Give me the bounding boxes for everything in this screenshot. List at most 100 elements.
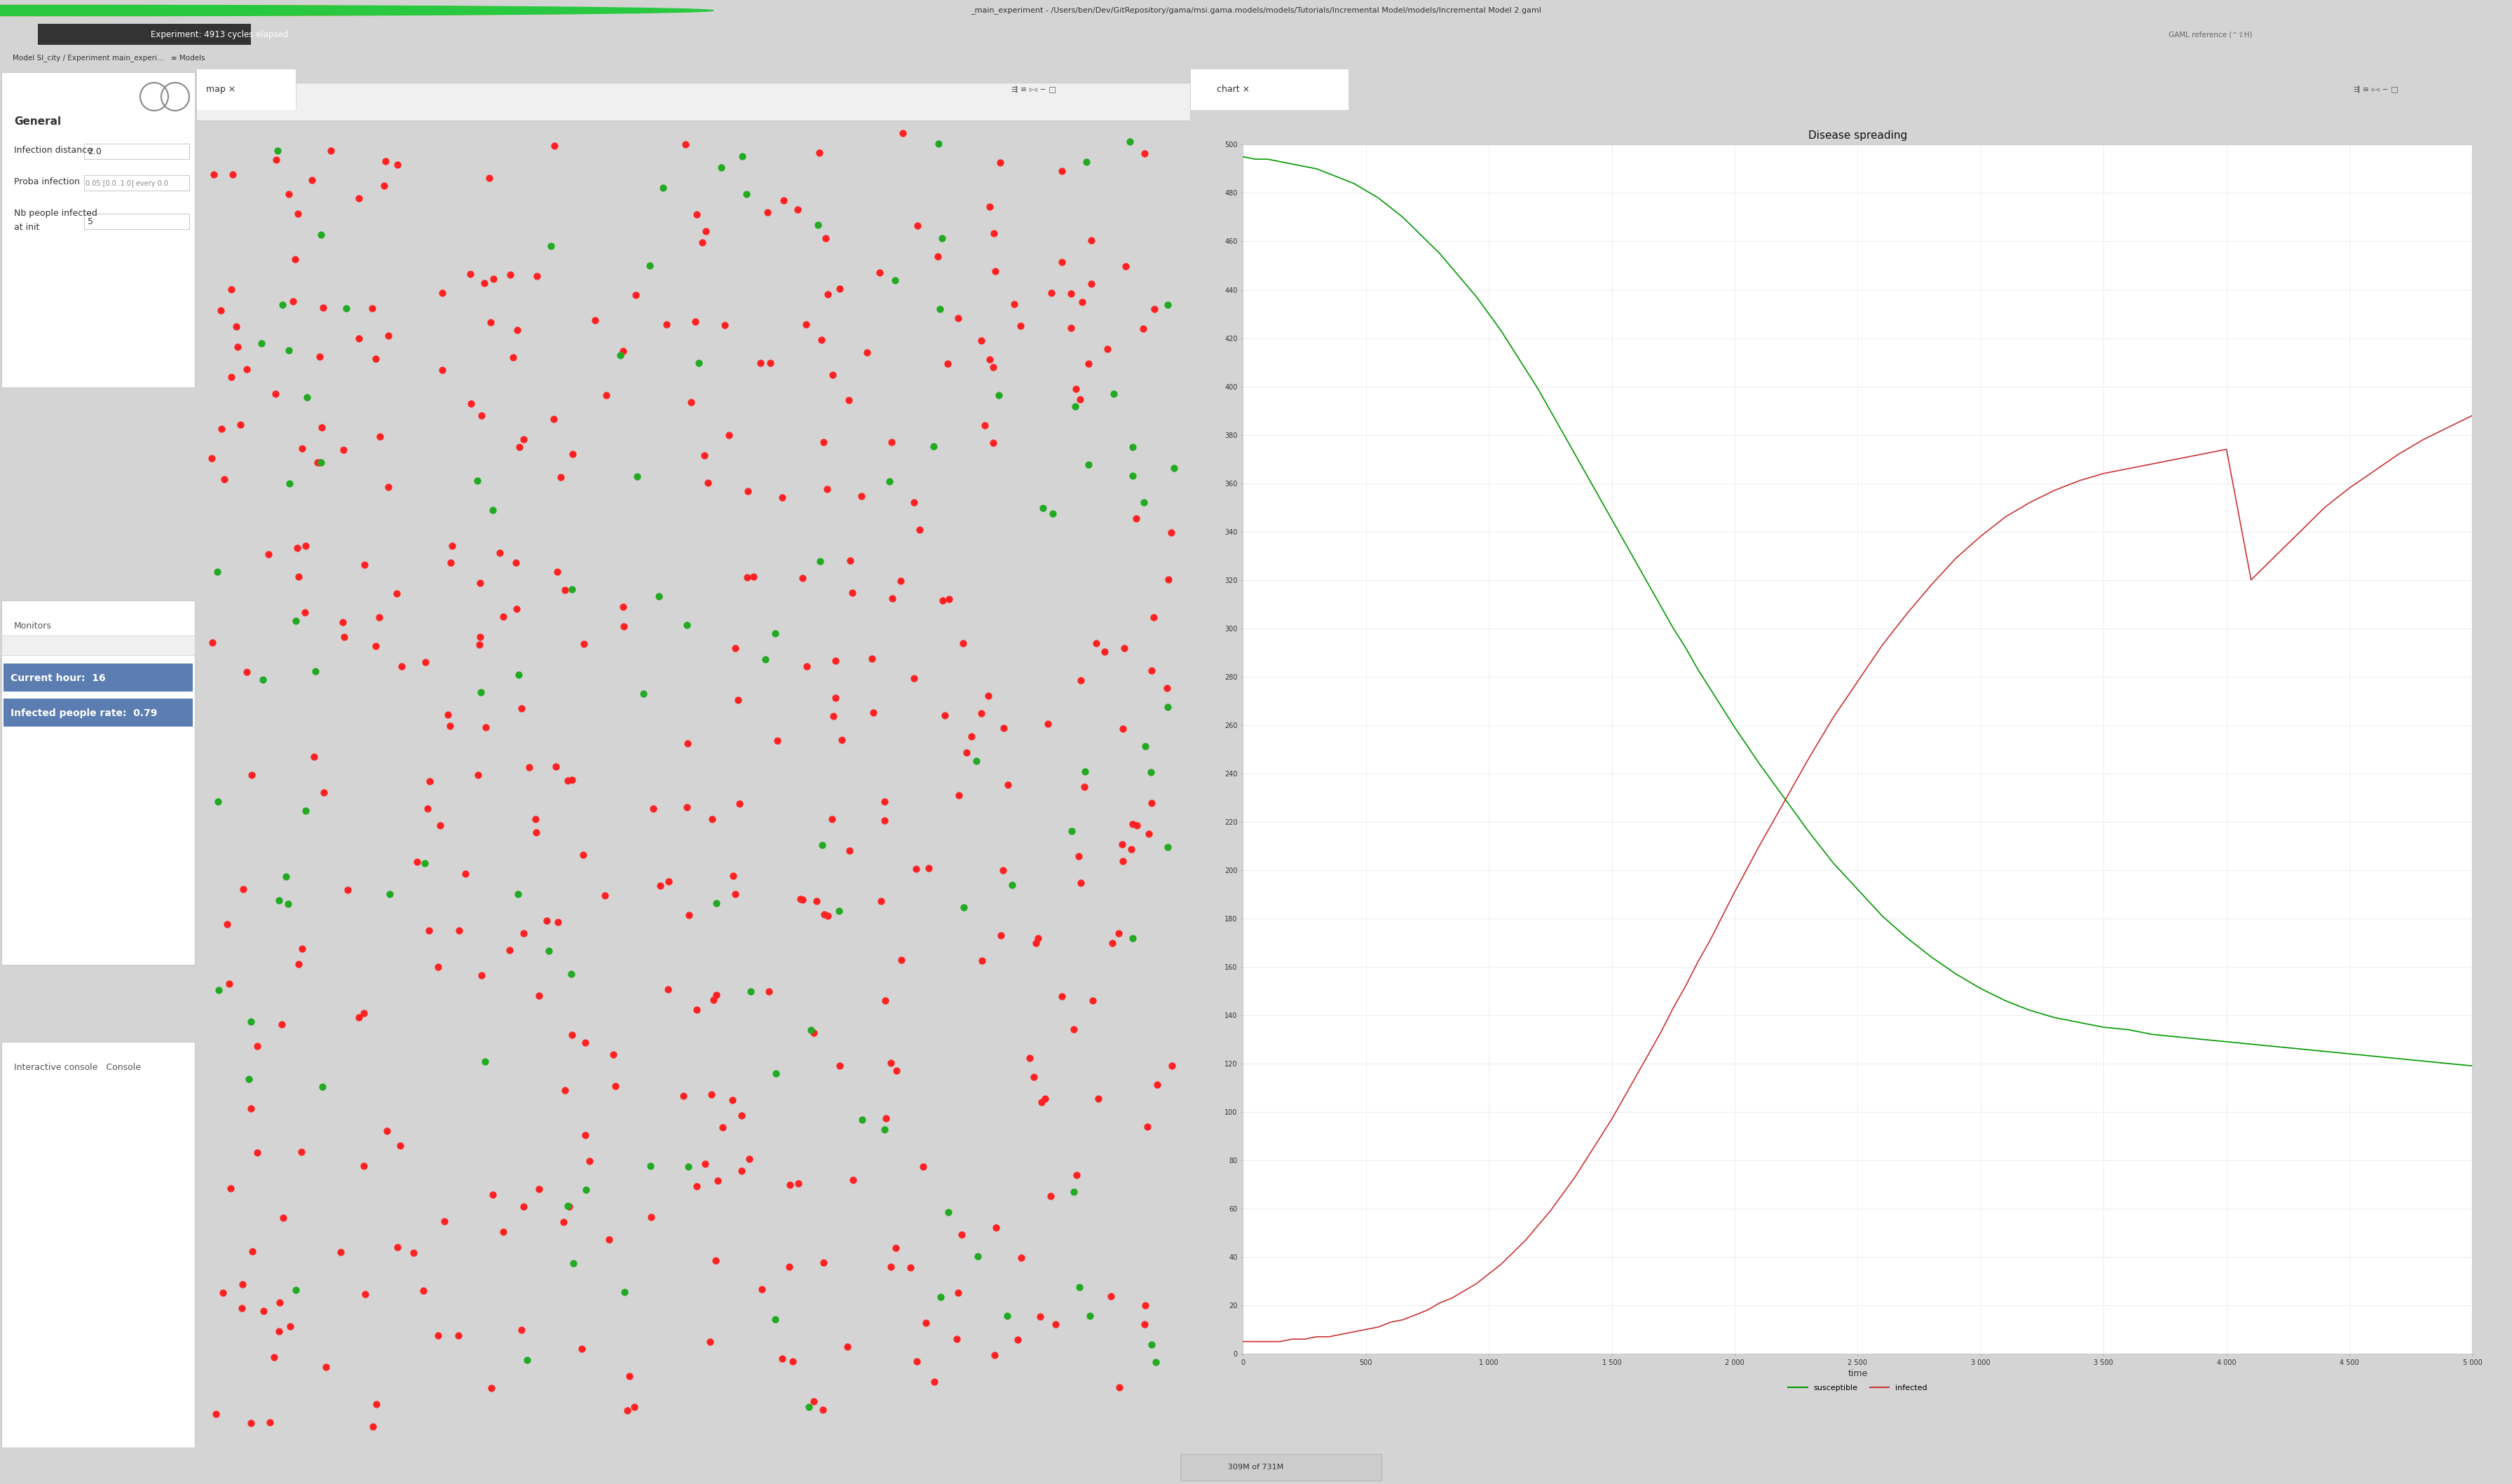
Point xyxy=(831,580,872,604)
Point xyxy=(919,1285,960,1309)
Point xyxy=(304,295,344,319)
Point xyxy=(256,148,296,172)
Bar xyxy=(3,73,196,387)
Point xyxy=(201,417,241,441)
Point xyxy=(1103,717,1143,741)
Point xyxy=(236,1034,276,1058)
Bar xyxy=(3,663,193,692)
Point xyxy=(997,1328,1037,1352)
Point xyxy=(693,807,734,831)
Point xyxy=(1150,1054,1191,1077)
Point xyxy=(703,1116,744,1140)
Point xyxy=(244,1300,284,1324)
Point xyxy=(382,654,422,678)
Point xyxy=(1063,289,1103,313)
Point xyxy=(874,269,914,292)
Point xyxy=(1128,822,1168,846)
Point xyxy=(565,1123,605,1147)
Point xyxy=(708,423,749,447)
Point xyxy=(538,910,578,933)
Point xyxy=(294,659,334,683)
Point xyxy=(352,1414,392,1438)
Point xyxy=(914,1370,955,1393)
Point xyxy=(437,1324,477,1347)
Text: Infected people rate:  0.79: Infected people rate: 0.79 xyxy=(10,708,158,718)
Point xyxy=(942,632,982,656)
Point xyxy=(344,1155,384,1178)
Point xyxy=(962,948,1002,972)
Point xyxy=(769,1172,809,1196)
Point xyxy=(1148,568,1188,592)
Point xyxy=(497,597,538,620)
Point xyxy=(304,781,344,804)
Point xyxy=(826,1336,867,1359)
Point xyxy=(1138,1073,1178,1097)
Point xyxy=(610,1364,651,1388)
Point xyxy=(801,328,842,352)
Point xyxy=(638,585,678,608)
Point xyxy=(274,248,314,272)
Point xyxy=(357,1392,397,1416)
Point xyxy=(550,962,590,985)
Point xyxy=(490,938,530,962)
Point xyxy=(472,1376,512,1399)
Point xyxy=(987,1303,1027,1327)
Point xyxy=(872,1051,912,1074)
Point xyxy=(301,451,342,475)
Point xyxy=(1025,1086,1065,1110)
Point xyxy=(854,700,894,724)
Point xyxy=(618,464,658,488)
Point xyxy=(216,315,256,338)
Legend: susceptible, infected: susceptible, infected xyxy=(1786,1382,1929,1395)
Point xyxy=(339,1005,379,1028)
Point xyxy=(367,1119,407,1143)
Point xyxy=(198,978,239,1002)
Point xyxy=(339,326,379,350)
Point xyxy=(874,1236,914,1260)
Point xyxy=(1073,229,1113,252)
Point xyxy=(420,813,460,837)
Point xyxy=(548,769,588,792)
Point xyxy=(236,1141,276,1165)
Point xyxy=(869,469,909,493)
Point xyxy=(422,280,462,304)
Text: Model SI_city / Experiment main_experi...   ≡ Models: Model SI_city / Experiment main_experi..… xyxy=(13,55,206,62)
Point xyxy=(804,430,844,454)
Point xyxy=(352,297,392,321)
Point xyxy=(769,1255,809,1279)
Point xyxy=(480,540,520,564)
Point xyxy=(819,278,859,301)
Point xyxy=(631,1155,671,1178)
Point xyxy=(553,1251,593,1275)
Point xyxy=(231,1097,271,1120)
Point xyxy=(1093,932,1133,956)
Point xyxy=(231,1411,271,1435)
Text: ⇶ ≡ ▹◃ − □: ⇶ ≡ ▹◃ − □ xyxy=(1012,86,1055,93)
Point xyxy=(791,1018,831,1042)
Point xyxy=(867,988,907,1012)
Point xyxy=(721,144,761,168)
Text: Nb people infected: Nb people infected xyxy=(15,209,98,218)
Point xyxy=(1042,251,1083,275)
Point xyxy=(1065,760,1105,784)
Point xyxy=(816,686,857,709)
Text: 309M of 731M: 309M of 731M xyxy=(1228,1463,1284,1471)
Point xyxy=(671,390,711,414)
Point xyxy=(563,632,603,656)
Point xyxy=(756,622,796,646)
Point xyxy=(615,1395,656,1419)
Point xyxy=(746,647,786,671)
Point xyxy=(535,755,575,779)
Point xyxy=(1020,1304,1060,1328)
Point xyxy=(269,1315,309,1339)
Point xyxy=(663,1085,703,1109)
Point xyxy=(359,424,399,448)
Point xyxy=(1053,1017,1093,1040)
Point xyxy=(324,625,364,649)
Point xyxy=(261,292,301,316)
Point xyxy=(1110,837,1150,861)
Point xyxy=(322,610,362,634)
Point xyxy=(1115,508,1156,531)
Point xyxy=(1088,337,1128,361)
Point xyxy=(430,551,470,574)
